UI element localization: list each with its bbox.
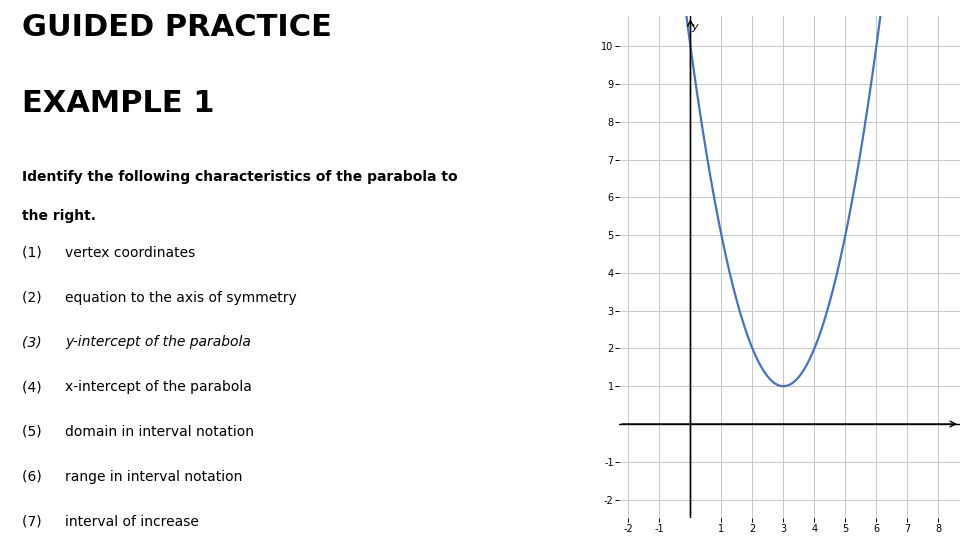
Text: EXAMPLE 1: EXAMPLE 1	[22, 89, 214, 118]
Text: (6): (6)	[22, 470, 46, 484]
Text: (1): (1)	[22, 246, 46, 260]
Text: domain in interval notation: domain in interval notation	[65, 425, 254, 439]
Text: Identify the following characteristics of the parabola to: Identify the following characteristics o…	[22, 170, 457, 184]
Text: the right.: the right.	[22, 209, 96, 223]
Text: y-intercept of the parabola: y-intercept of the parabola	[65, 335, 251, 349]
Text: y: y	[691, 22, 698, 32]
Text: x-intercept of the parabola: x-intercept of the parabola	[65, 380, 252, 394]
Text: (3): (3)	[22, 335, 46, 349]
Text: (4): (4)	[22, 380, 46, 394]
Text: vertex coordinates: vertex coordinates	[65, 246, 195, 260]
Text: equation to the axis of symmetry: equation to the axis of symmetry	[65, 291, 297, 305]
Text: interval of increase: interval of increase	[65, 515, 199, 529]
Text: range in interval notation: range in interval notation	[65, 470, 242, 484]
Text: (5): (5)	[22, 425, 46, 439]
Text: GUIDED PRACTICE: GUIDED PRACTICE	[22, 14, 331, 43]
Text: (7): (7)	[22, 515, 46, 529]
Text: (2): (2)	[22, 291, 46, 305]
